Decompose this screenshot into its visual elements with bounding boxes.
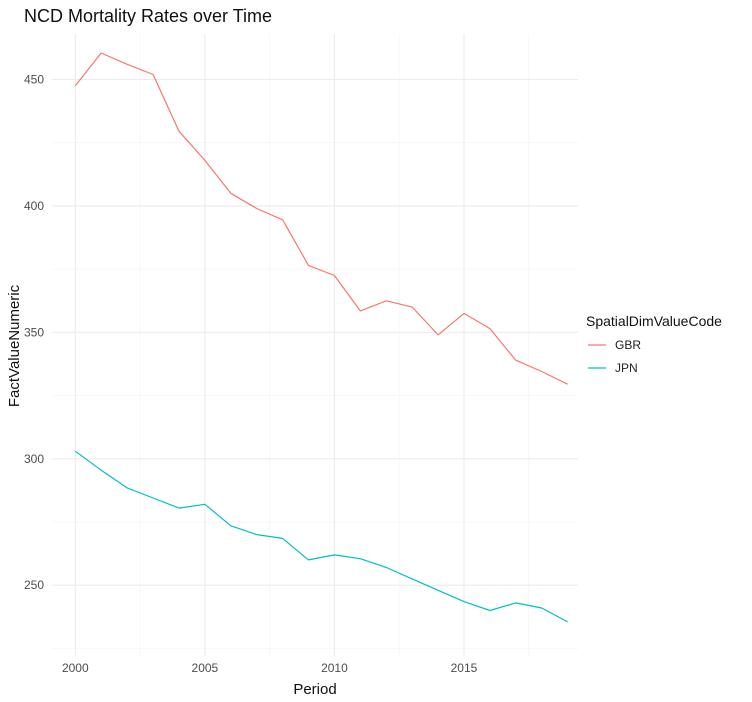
chart-title: NCD Mortality Rates over Time bbox=[24, 6, 272, 26]
x-tick-label: 2005 bbox=[192, 661, 219, 675]
legend-label-jpn: JPN bbox=[615, 361, 638, 375]
series-layer bbox=[74, 52, 568, 623]
x-tick-label: 2010 bbox=[321, 661, 348, 675]
legend: SpatialDimValueCode GBR JPN bbox=[586, 313, 722, 375]
y-tick-label: 250 bbox=[24, 578, 44, 592]
y-axis-title: FactValueNumeric bbox=[6, 284, 23, 407]
series-line-jpn bbox=[74, 450, 568, 623]
y-tick-label: 450 bbox=[24, 73, 44, 87]
grid bbox=[52, 34, 578, 656]
x-axis-title: Period bbox=[293, 681, 336, 698]
legend-title: SpatialDimValueCode bbox=[586, 313, 722, 329]
x-tick-label: 2015 bbox=[451, 661, 478, 675]
legend-items: GBR JPN bbox=[588, 338, 641, 375]
x-axis-ticks: 2000 2005 2010 2015 bbox=[62, 661, 478, 675]
y-tick-label: 350 bbox=[24, 325, 44, 339]
legend-label-gbr: GBR bbox=[615, 338, 641, 352]
y-axis-ticks: 250 300 350 400 450 bbox=[24, 73, 44, 593]
y-tick-label: 300 bbox=[24, 452, 44, 466]
y-tick-label: 400 bbox=[24, 199, 44, 213]
series-line-gbr bbox=[74, 52, 568, 385]
x-tick-label: 2000 bbox=[62, 661, 89, 675]
